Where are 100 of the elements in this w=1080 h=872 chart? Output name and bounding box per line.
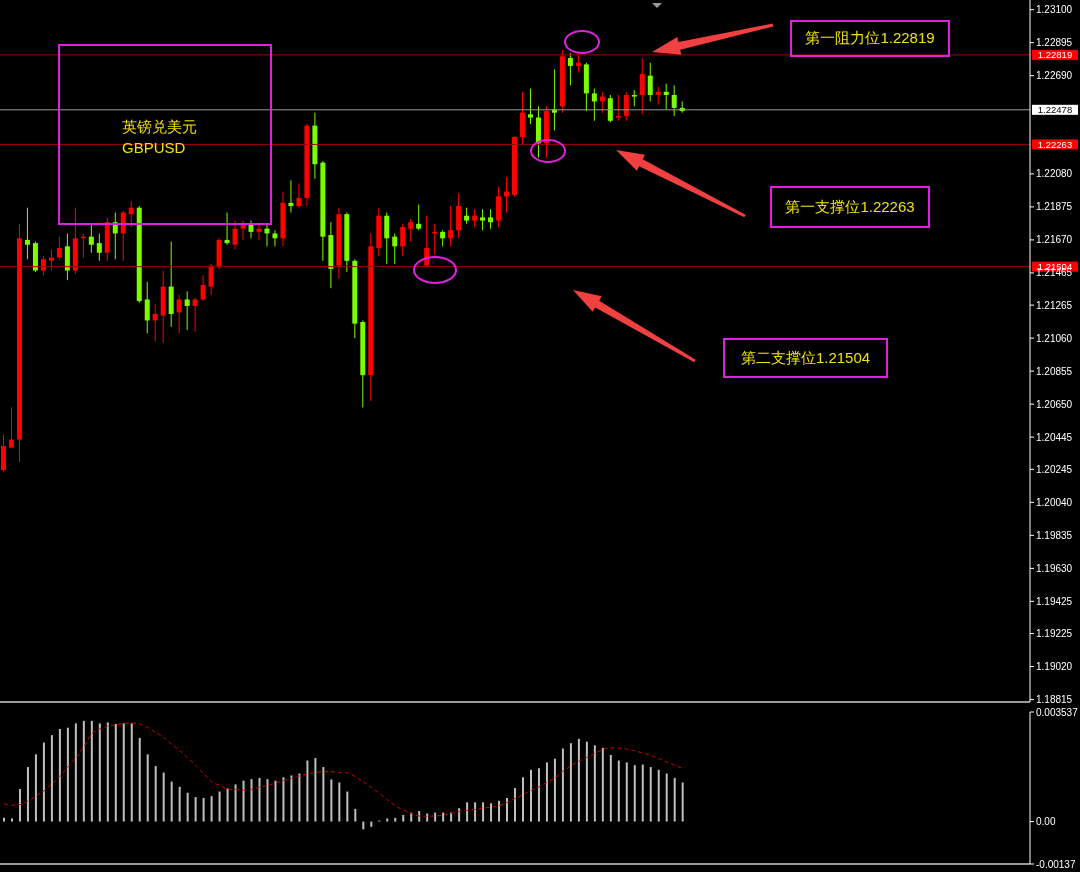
candlestick [224, 212, 230, 246]
candlestick [663, 83, 669, 110]
bar [194, 797, 197, 822]
bar [90, 720, 93, 822]
candlestick [288, 179, 294, 214]
candlestick [96, 232, 102, 262]
bar [170, 781, 173, 822]
annotation: 第一支撑位1.22263 [770, 186, 930, 228]
bar [298, 773, 301, 822]
bar [466, 802, 469, 822]
y-tick-label: 1.19630 [1036, 562, 1073, 574]
bar [681, 782, 684, 822]
y-tick-label: 1.20855 [1036, 365, 1073, 377]
bar [66, 727, 69, 822]
bar [242, 780, 245, 822]
bar [641, 764, 644, 822]
candlestick [208, 263, 214, 296]
candlestick [296, 183, 302, 209]
y-tick-label: 1.21265 [1036, 299, 1073, 311]
ref-line-label: 1.22263 [1037, 138, 1073, 150]
bar [585, 741, 588, 822]
bar [609, 754, 612, 822]
bar [506, 798, 509, 822]
candlestick [416, 203, 422, 231]
bar [250, 779, 253, 822]
candlestick [488, 208, 494, 230]
bar [3, 817, 5, 822]
bar [18, 789, 21, 822]
bar [114, 723, 117, 822]
bar [210, 796, 213, 822]
bar [346, 791, 349, 822]
candlestick [176, 294, 182, 334]
candlestick [232, 220, 238, 251]
bar [386, 818, 389, 822]
y-tick-label: 1.21670 [1036, 234, 1073, 246]
y-tick-label: -0.00137 [1036, 858, 1076, 870]
y-tick-label: 1.21060 [1036, 332, 1073, 344]
bar [50, 735, 53, 822]
bar [593, 745, 596, 822]
candlestick [607, 94, 613, 123]
bar [274, 780, 277, 822]
bar [122, 723, 125, 822]
bar [266, 779, 269, 822]
bar [665, 773, 668, 822]
bar [282, 777, 285, 822]
bar [314, 758, 317, 822]
bar [234, 784, 237, 822]
ref-line-label: 1.22478 [1037, 104, 1073, 116]
candlestick [88, 223, 94, 254]
candlestick [24, 207, 30, 260]
bar [26, 767, 29, 822]
candlestick [448, 205, 454, 247]
bar [370, 821, 373, 827]
bar [553, 758, 556, 822]
candlestick [256, 223, 262, 241]
bar [521, 777, 524, 822]
bar [290, 775, 293, 822]
bar [98, 723, 101, 822]
bar [10, 818, 13, 822]
bar [178, 786, 181, 822]
bar [601, 747, 604, 822]
candlestick [56, 236, 62, 260]
candlestick [48, 249, 54, 271]
line-series [3, 722, 684, 817]
y-tick-label: 1.20245 [1036, 463, 1073, 475]
ref-line-label: 1.22819 [1037, 49, 1073, 61]
bar [426, 813, 429, 822]
candlestick [200, 274, 206, 302]
bar [58, 728, 61, 822]
candlestick [480, 208, 486, 231]
bar [322, 767, 325, 822]
y-tick-label: 1.20040 [1036, 496, 1073, 508]
bar [625, 762, 628, 822]
bar [394, 817, 397, 822]
bar [186, 792, 189, 822]
bar [402, 815, 405, 822]
bar [82, 720, 85, 822]
candlestick [615, 94, 621, 122]
candlestick [128, 200, 134, 228]
bar [617, 760, 620, 822]
bar [482, 802, 485, 822]
bar [338, 782, 341, 822]
bar [34, 754, 37, 822]
bar [561, 748, 564, 822]
y-tick-label: 1.19225 [1036, 628, 1073, 640]
text: 英镑兑美元 [122, 117, 197, 137]
candlestick [408, 218, 414, 243]
bar [537, 768, 540, 822]
bar [673, 777, 676, 822]
candlestick [591, 88, 597, 122]
bar [138, 737, 141, 822]
candlestick [392, 232, 398, 265]
bar [130, 723, 133, 822]
y-tick-label: 1.22080 [1036, 168, 1073, 180]
candlestick [671, 84, 677, 117]
bar [633, 765, 636, 822]
bar [474, 802, 477, 822]
y-tick-label: 1.19425 [1036, 595, 1073, 607]
candlestick [272, 229, 278, 247]
y-tick-label: 0.003537 [1036, 706, 1079, 718]
